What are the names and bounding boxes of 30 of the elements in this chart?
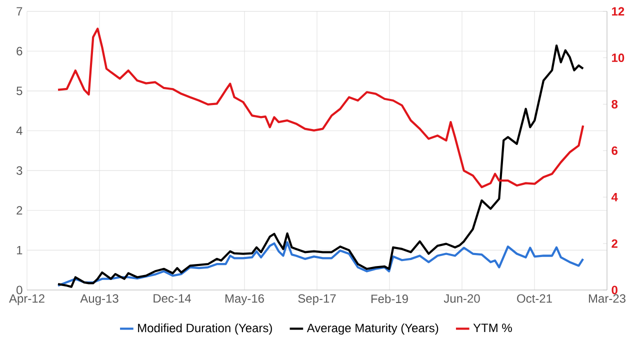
y-tick-label: 7 [16,7,22,16]
y2-tick-label: 4 [611,192,618,202]
line-series [56,241,584,287]
y-tick-label: 0 [16,286,22,294]
y-tick-label: 3 [16,166,22,175]
x-tick-label: Mar-23 [588,294,626,303]
y-tick-label: 4 [16,126,22,135]
legend-label: Modified Duration (Years) [138,323,272,335]
x-tick-label: May-16 [225,294,264,306]
line-series [56,28,584,188]
y2-tick-label: 2 [612,239,618,248]
x-tick-label: Sep-17 [298,294,336,306]
y2-tick-label: 6 [612,146,618,155]
legend-label: Average Maturity (Years) [306,323,438,335]
x-tick-label: Apr-12 [9,294,44,306]
y-tick-label: 5 [16,86,22,96]
y2-tick-label: 8 [612,100,618,108]
line-series [56,44,584,288]
y2-tick-label: 0 [612,286,618,294]
y2-tick-label: 12 [612,7,624,16]
x-tick-label: Jun-20 [444,294,480,303]
x-tick-label: Dec-14 [154,294,191,303]
x-tick-label: Aug-13 [80,294,118,306]
x-tick-label: Feb-19 [371,294,408,304]
x-tick-label: Oct-21 [517,294,552,303]
y2-tick-label: 10 [612,54,624,62]
y-tick-label: 6 [16,46,22,56]
legend-label: YTM % [473,324,512,332]
y-tick-label: 1 [16,246,22,254]
y-tick-label: 2 [16,206,22,215]
